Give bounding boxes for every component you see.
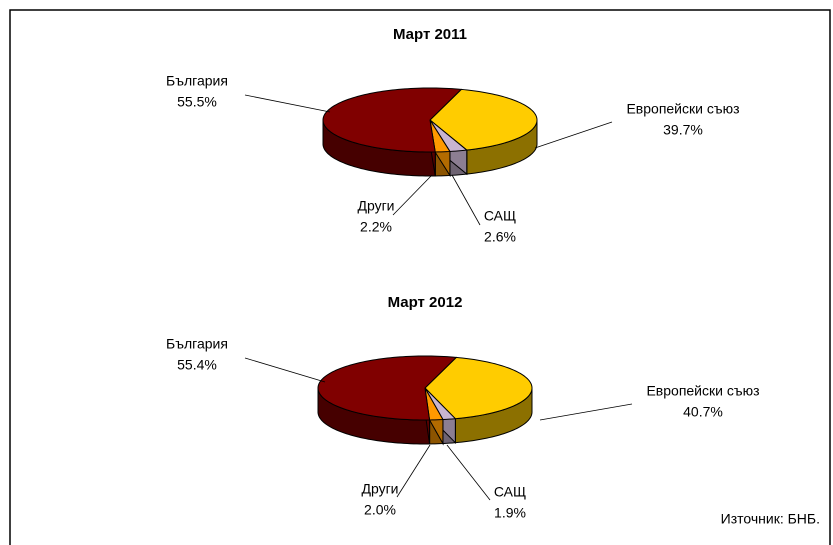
slice-label: Други [357, 198, 394, 214]
slice-value-label: 55.5% [177, 94, 217, 110]
slice-value-label: 40.7% [683, 404, 723, 420]
slice-value-label: 2.2% [360, 219, 392, 235]
slice-label: Европейски съюз [646, 383, 759, 399]
slice-label: САЩ [494, 484, 526, 500]
slice-label: САЩ [484, 208, 516, 224]
pie-slice [429, 88, 538, 151]
leader-line [534, 121, 613, 149]
leader-line [446, 444, 491, 501]
leader-line [451, 174, 481, 226]
slice-value-label: 1.9% [494, 505, 526, 521]
leader-line [244, 94, 331, 113]
leader-line [396, 444, 431, 498]
pie-slice [317, 355, 458, 421]
slice-value-label: 55.4% [177, 357, 217, 373]
slice-label: България [166, 336, 228, 352]
leader-line [244, 357, 326, 383]
slice-value-label: 2.0% [364, 502, 396, 518]
slice-label: Европейски съюз [626, 101, 739, 117]
chart-title: Март 2012 [388, 294, 463, 311]
leader-line [392, 174, 433, 216]
pie-slice [424, 356, 533, 420]
source-note: Източник: БНБ. [721, 511, 820, 527]
chart-title: Март 2011 [393, 26, 467, 43]
slice-label: Други [361, 481, 398, 497]
leader-line [539, 403, 633, 421]
pie-slice [322, 87, 463, 153]
slice-value-label: 2.6% [484, 229, 516, 245]
frame [9, 9, 831, 545]
slice-label: България [166, 73, 228, 89]
slice-value-label: 39.7% [663, 122, 703, 138]
pie-slice [429, 119, 468, 152]
